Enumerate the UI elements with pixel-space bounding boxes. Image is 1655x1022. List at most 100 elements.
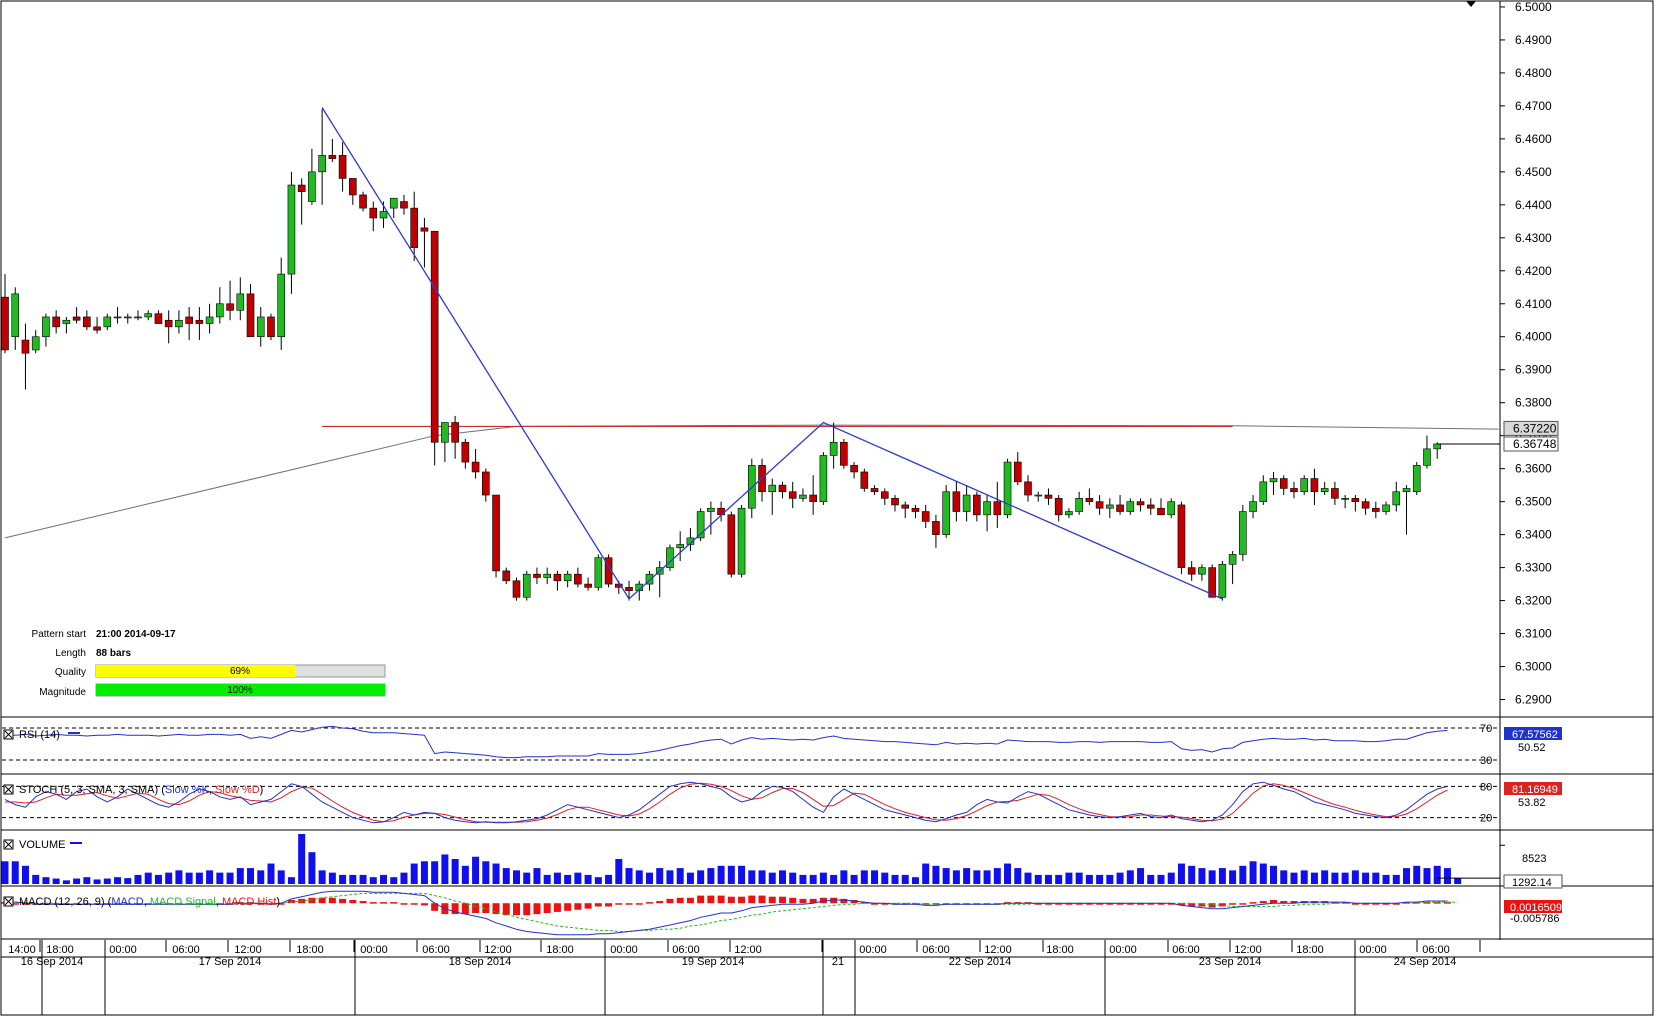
candle-body: [594, 557, 603, 588]
volume-bar: [738, 865, 746, 884]
candle-body: [42, 316, 50, 338]
volume-bar: [952, 870, 960, 884]
volume-bar: [666, 870, 674, 884]
length-value: 88 bars: [96, 648, 131, 659]
macd-hist-bar: [676, 897, 684, 904]
macd-hist-bar: [748, 895, 756, 904]
rsi-axis-label: 50.52: [1518, 742, 1546, 754]
volume-bar: [799, 874, 807, 884]
volume-bar: [1075, 872, 1083, 884]
macd-hist-bar: [778, 896, 786, 904]
candle-body: [1054, 498, 1063, 516]
stoch-value-tag: 81.16949: [1512, 784, 1558, 796]
volume-bar: [451, 859, 459, 884]
stoch-title-prefix: STOCH (5, 3, SMA, 3, SMA) (: [19, 784, 165, 796]
time-label: 12:00: [484, 944, 512, 956]
candle-body: [1300, 478, 1309, 493]
macd-hist-bar: [1372, 903, 1380, 905]
macd-hist-bar: [574, 903, 582, 910]
price-tick-label: 6.3200: [1515, 594, 1552, 608]
macd-hist-bar: [451, 903, 459, 915]
volume-bar: [963, 868, 971, 884]
macd-hist-bar: [1351, 903, 1359, 905]
volume-bar: [195, 872, 203, 884]
close-icon: [4, 730, 13, 739]
volume-bar: [1126, 870, 1134, 884]
volume-bar: [1310, 872, 1318, 884]
volume-bar: [1341, 872, 1349, 884]
date-label: 16 Sep 2014: [21, 956, 83, 968]
candle-body: [1157, 507, 1165, 516]
macd-hist-bar: [502, 903, 510, 916]
volume-bar: [594, 877, 602, 884]
volume-bar: [973, 870, 981, 884]
volume-bar: [277, 870, 285, 884]
candle-body: [1177, 504, 1186, 568]
candle-body: [1106, 504, 1114, 509]
candle-body: [522, 573, 531, 598]
macd-hist-bar: [359, 901, 367, 904]
volume-bar: [993, 868, 1001, 884]
volume-bar: [441, 854, 449, 884]
volume-bar: [52, 878, 60, 884]
candle-body: [1085, 498, 1094, 502]
volume-bar: [881, 872, 889, 884]
volume-bar: [1351, 870, 1359, 884]
price-tick-label: 6.3400: [1515, 528, 1552, 542]
volume-bar: [1270, 865, 1278, 884]
quality-label: Quality: [55, 667, 86, 678]
candle-body: [921, 511, 930, 522]
price-tag-label: 6.37220: [1513, 421, 1557, 435]
date-label: 23 Sep 2014: [1199, 956, 1261, 968]
price-tick-label: 6.3000: [1515, 660, 1552, 674]
stoch-d-name: Slow %D: [215, 784, 260, 796]
candle-body: [205, 316, 214, 324]
macd-hist-bar: [11, 903, 19, 905]
volume-bar: [901, 874, 909, 884]
macd-hist-bar: [594, 903, 602, 907]
volume-bar: [1229, 870, 1237, 884]
time-label: 12:00: [234, 944, 262, 956]
volume-bar: [1331, 872, 1339, 884]
volume-bar: [1085, 874, 1093, 884]
volume-bar: [154, 874, 162, 884]
price-tick-label: 6.3500: [1515, 495, 1552, 509]
macd-hist-bar: [615, 903, 623, 905]
volume-bar: [185, 872, 193, 884]
volume-bar: [533, 868, 541, 884]
price-tick-label: 6.2900: [1515, 693, 1552, 707]
macd-hist-bar: [1208, 903, 1216, 908]
candle-body: [1361, 501, 1370, 509]
candle-body: [256, 316, 265, 338]
price-tag-box: [1503, 436, 1559, 452]
candle-body: [707, 507, 715, 512]
volume-bar: [1055, 874, 1063, 884]
macd-hist-bar: [635, 903, 643, 905]
stoch-title: STOCH (5, 3, SMA, 3, SMA) (Slow %K, Slow…: [19, 784, 263, 796]
macd-hist-bar: [1116, 903, 1124, 905]
time-label: 06:00: [422, 944, 450, 956]
rsi-line: [4, 725, 1448, 759]
candle-body: [962, 494, 971, 512]
candle-body: [164, 319, 173, 328]
volume-bar: [175, 870, 183, 884]
candle-body: [11, 293, 20, 338]
volume-bar: [983, 870, 991, 884]
macd-hist-bar: [645, 902, 653, 904]
volume-bar: [1290, 872, 1298, 884]
price-tick-label: 6.3300: [1515, 561, 1552, 575]
volume-bar: [564, 874, 572, 884]
volume-bar: [717, 865, 725, 884]
macd-hist-bar: [21, 903, 29, 905]
macd-hist-bar: [1137, 903, 1145, 905]
price-tag-label: 6.36748: [1513, 437, 1557, 451]
magnitude-bar-fill: [96, 684, 385, 696]
candle-body: [420, 227, 429, 232]
candle-body: [410, 207, 419, 248]
volume-bar: [461, 865, 469, 884]
volume-bar: [1372, 872, 1380, 884]
macd-hist-bar: [1433, 902, 1441, 904]
macd-hist-bar: [1259, 901, 1267, 904]
